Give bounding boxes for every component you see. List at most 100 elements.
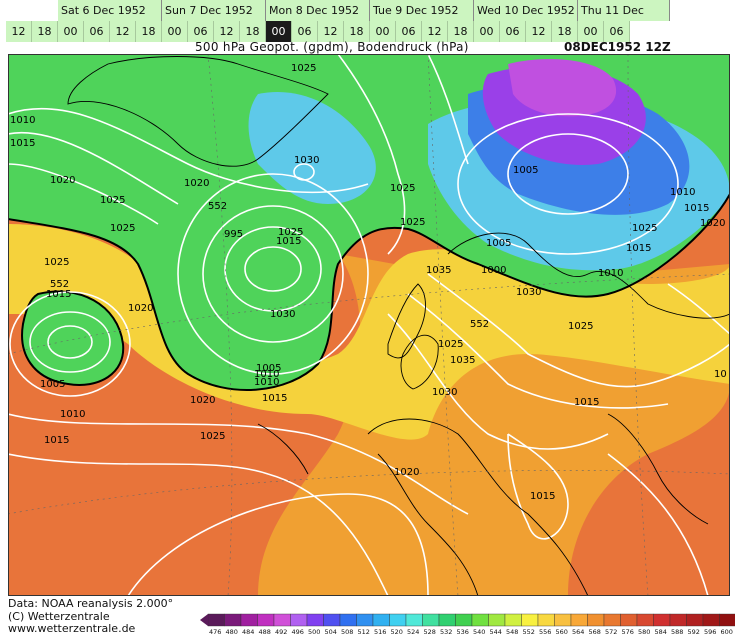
colorbar-swatch (636, 613, 654, 627)
colorbar-label: 588 (671, 628, 683, 636)
colorbar-label: 564 (572, 628, 584, 636)
day-header: Tue 9 Dec 1952 (370, 0, 474, 21)
colorbar-label: 576 (622, 628, 634, 636)
isobar-label: 1025 (278, 227, 303, 238)
day-header: Sun 7 Dec 1952 (162, 0, 266, 21)
isobar-label: 1015 (10, 138, 35, 149)
coastlines (67, 56, 730, 596)
colorbar-swatch (356, 613, 374, 627)
time-navigation-bar: Sat 6 Dec 1952 Sun 7 Dec 1952 Mon 8 Dec 19… (0, 0, 742, 42)
colorbar-swatch (669, 613, 687, 627)
time-step-button[interactable]: 06 (292, 21, 318, 42)
isobar-label: 1005 (40, 379, 65, 390)
time-step-button[interactable]: 00 (162, 21, 188, 42)
contour-552-low (21, 290, 125, 386)
colorbar-label: 508 (341, 628, 353, 636)
time-step-button[interactable]: 00 (578, 21, 604, 42)
isobar-label: 1025 (438, 339, 463, 350)
colorbar-swatch (653, 613, 671, 627)
time-step-button[interactable]: 00 (58, 21, 84, 42)
colorbar-swatch (488, 613, 506, 627)
isobar-label: 552 (50, 279, 69, 290)
copyright: (C) Wetterzentrale (8, 609, 110, 623)
isobar-label: 1025 (400, 217, 425, 228)
colorbar-swatch (257, 613, 275, 627)
colorbar-swatch (372, 613, 390, 627)
colorbar-swatch (471, 613, 489, 627)
colorbar-swatch (504, 613, 522, 627)
colorbar-label: 524 (407, 628, 419, 636)
time-step-button[interactable]: 12 (110, 21, 136, 42)
time-step-button[interactable]: 06 (500, 21, 526, 42)
day-header: Sat 6 Dec 1952 (58, 0, 162, 21)
colorbar-swatch (719, 613, 735, 627)
colorbar-swatch (422, 613, 440, 627)
isobar-label: 1010 (670, 187, 695, 198)
colorbar-swatch (224, 613, 242, 627)
isobar-label: 1015 (46, 289, 71, 300)
time-step-button[interactable]: 06 (84, 21, 110, 42)
isobar-label: 1025 (100, 195, 125, 206)
colorbar-label: 556 (539, 628, 551, 636)
colorbar-swatch (306, 613, 324, 627)
time-step-button[interactable]: 18 (32, 21, 58, 42)
isobar-label: 1020 (190, 395, 215, 406)
isobars (8, 54, 730, 596)
colorbar-swatch (240, 613, 258, 627)
time-step-button[interactable]: 12 (422, 21, 448, 42)
time-step-button[interactable]: 18 (344, 21, 370, 42)
time-step-button[interactable]: 06 (396, 21, 422, 42)
time-step-button[interactable]: 12 (318, 21, 344, 42)
isobar-label: 1030 (432, 387, 457, 398)
website-link[interactable]: www.wetterzentrale.de (8, 622, 136, 635)
time-step-button[interactable]: 18 (136, 21, 162, 42)
colorbar-label: 516 (374, 628, 386, 636)
time-step-button[interactable]: 06 (604, 21, 630, 42)
time-step-button[interactable]: 00 (266, 21, 292, 42)
time-step-button[interactable]: 18 (552, 21, 578, 42)
colorbar-swatch (686, 613, 704, 627)
time-step-button[interactable]: 12 (6, 21, 32, 42)
time-step-button[interactable]: 12 (526, 21, 552, 42)
day-header: Mon 8 Dec 1952 (266, 0, 370, 21)
isobar-label: 1010 (254, 377, 279, 388)
isobar-label: 1025 (291, 63, 316, 74)
colorbar-label: 480 (226, 628, 238, 636)
isobar-label: 1025 (44, 257, 69, 268)
colorbar-swatch (570, 613, 588, 627)
isobar-label: 995 (224, 229, 243, 240)
isobar-label: 1020 (394, 467, 419, 478)
colorbar-label: 484 (242, 628, 254, 636)
colorbar-legend: 476 480 484 488 492 496 500 504 508 512 516 520 524 5… (200, 613, 735, 636)
isobar-label: 1015 (530, 491, 555, 502)
colorbar-label: 536 (457, 628, 469, 636)
colorbar-label: 496 (292, 628, 304, 636)
colorbar-label: 492 (275, 628, 287, 636)
isobar-label: 1025 (568, 321, 593, 332)
isobar-label: 1030 (270, 309, 295, 320)
isobar-label: 1025 (200, 431, 225, 442)
isobar-label: 1015 (626, 243, 651, 254)
isobar-label: 1010 (598, 268, 623, 279)
height-field-magenta (508, 59, 617, 117)
day-header: Thu 11 Dec 1952 (578, 0, 670, 38)
colorbar-swatch (603, 613, 621, 627)
colorbar-label: 476 (209, 628, 221, 636)
isobar-label: 1030 (516, 287, 541, 298)
colorbar-swatch (702, 613, 720, 627)
time-step-button[interactable]: 06 (188, 21, 214, 42)
colorbar-label: 572 (605, 628, 617, 636)
colorbar-label: 552 (523, 628, 535, 636)
time-step-button[interactable]: 12 (214, 21, 240, 42)
colorbar-label: 540 (473, 628, 485, 636)
time-step-button[interactable]: 18 (240, 21, 266, 42)
colorbar-swatch (207, 613, 225, 627)
colorbar-label: 528 (424, 628, 436, 636)
time-step-button[interactable]: 00 (370, 21, 396, 42)
data-source: Data: NOAA reanalysis 2.000° (8, 597, 174, 610)
isobar-label: 1015 (262, 393, 287, 404)
isobar-label: 10 (714, 369, 727, 380)
colorbar-label: 592 (688, 628, 700, 636)
time-step-button[interactable]: 18 (448, 21, 474, 42)
time-step-button[interactable]: 00 (474, 21, 500, 42)
